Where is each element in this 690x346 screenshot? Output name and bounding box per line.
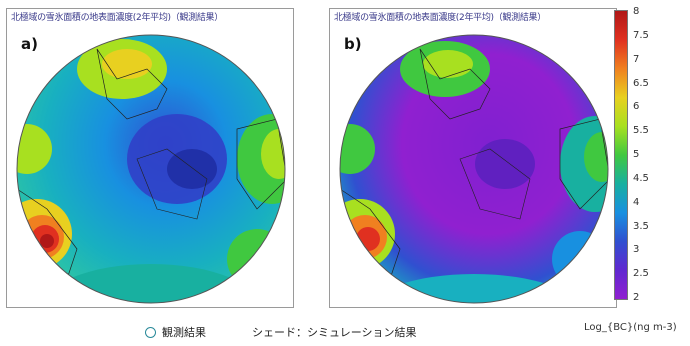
panel-a-title: 北極域の雪氷面積の地表面濃度(2年平均)（観測結果）	[11, 13, 223, 23]
panel-a-letter: a)	[21, 35, 38, 53]
polar-map-a	[16, 34, 286, 304]
observed-circle-icon	[145, 326, 156, 338]
colorbar-tick-label: 2.5	[633, 268, 649, 280]
legend-shade-label: シェード：シミュレーション結果	[252, 326, 417, 339]
colorbar-tick-label: 7	[633, 53, 640, 65]
colorbar-tick-label: 7.5	[633, 29, 649, 41]
colorbar-unit-label: Log_{BC}(ng m-3)	[584, 322, 677, 333]
colorbar-tick-label: 3.5	[633, 220, 649, 232]
colorbar-tick-label: 5.5	[633, 125, 649, 137]
panel-b-title: 北極域の雪氷面積の地表面濃度(2年平均)（観測結果）	[334, 13, 546, 23]
map-panel-a: 北極域の雪氷面積の地表面濃度(2年平均)（観測結果）	[6, 8, 294, 308]
colorbar-tick-label: 8	[633, 6, 640, 17]
colorbar-tick-label: 4	[633, 196, 640, 208]
colorbar-tick-label: 2	[633, 292, 640, 303]
colorbar-tick-label: 5	[633, 149, 640, 160]
colorbar-tick-label: 6.5	[633, 77, 649, 89]
polar-map-b	[339, 34, 609, 304]
colorbar-tick-label: 3	[633, 244, 640, 256]
colorbar-tick-label: 6	[633, 101, 640, 113]
panel-b-letter: b)	[344, 35, 362, 53]
colorbar-tick-label: 4.5	[633, 172, 649, 184]
colorbar	[614, 10, 628, 300]
legend-observed-label: 観測結果	[162, 326, 206, 339]
map-panel-b: 北極域の雪氷面積の地表面濃度(2年平均)（観測結果）	[329, 8, 617, 308]
legend: 観測結果 シェード：シミュレーション結果	[145, 324, 417, 340]
